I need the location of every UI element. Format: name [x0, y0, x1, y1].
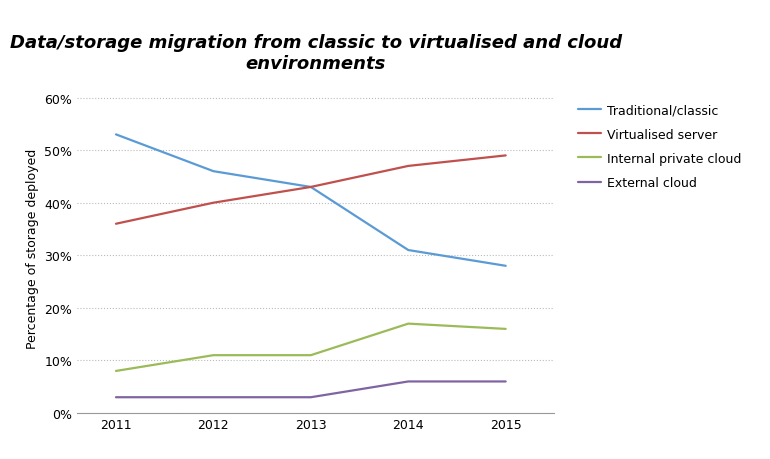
- Internal private cloud: [209, 353, 218, 358]
- Title: Data/storage migration from classic to virtualised and cloud
environments: Data/storage migration from classic to v…: [10, 34, 621, 73]
- Traditional/classic: [501, 263, 511, 269]
- Virtualised server: [306, 185, 316, 190]
- External cloud: [501, 379, 511, 384]
- Line: Virtualised server: Virtualised server: [116, 156, 506, 224]
- Traditional/classic: [112, 132, 121, 138]
- Virtualised server: [403, 164, 413, 169]
- Traditional/classic: [209, 169, 218, 174]
- External cloud: [209, 395, 218, 400]
- Legend: Traditional/classic, Virtualised server, Internal private cloud, External cloud: Traditional/classic, Virtualised server,…: [574, 99, 747, 195]
- Internal private cloud: [501, 326, 511, 332]
- Traditional/classic: [403, 248, 413, 253]
- External cloud: [306, 395, 316, 400]
- Internal private cloud: [306, 353, 316, 358]
- Virtualised server: [209, 201, 218, 206]
- External cloud: [112, 395, 121, 400]
- Line: Internal private cloud: Internal private cloud: [116, 324, 506, 371]
- Line: Traditional/classic: Traditional/classic: [116, 135, 506, 266]
- Y-axis label: Percentage of storage deployed: Percentage of storage deployed: [25, 148, 38, 348]
- Traditional/classic: [306, 185, 316, 190]
- Virtualised server: [112, 222, 121, 227]
- Line: External cloud: External cloud: [116, 381, 506, 397]
- Internal private cloud: [112, 369, 121, 374]
- External cloud: [403, 379, 413, 384]
- Internal private cloud: [403, 321, 413, 327]
- Virtualised server: [501, 153, 511, 159]
